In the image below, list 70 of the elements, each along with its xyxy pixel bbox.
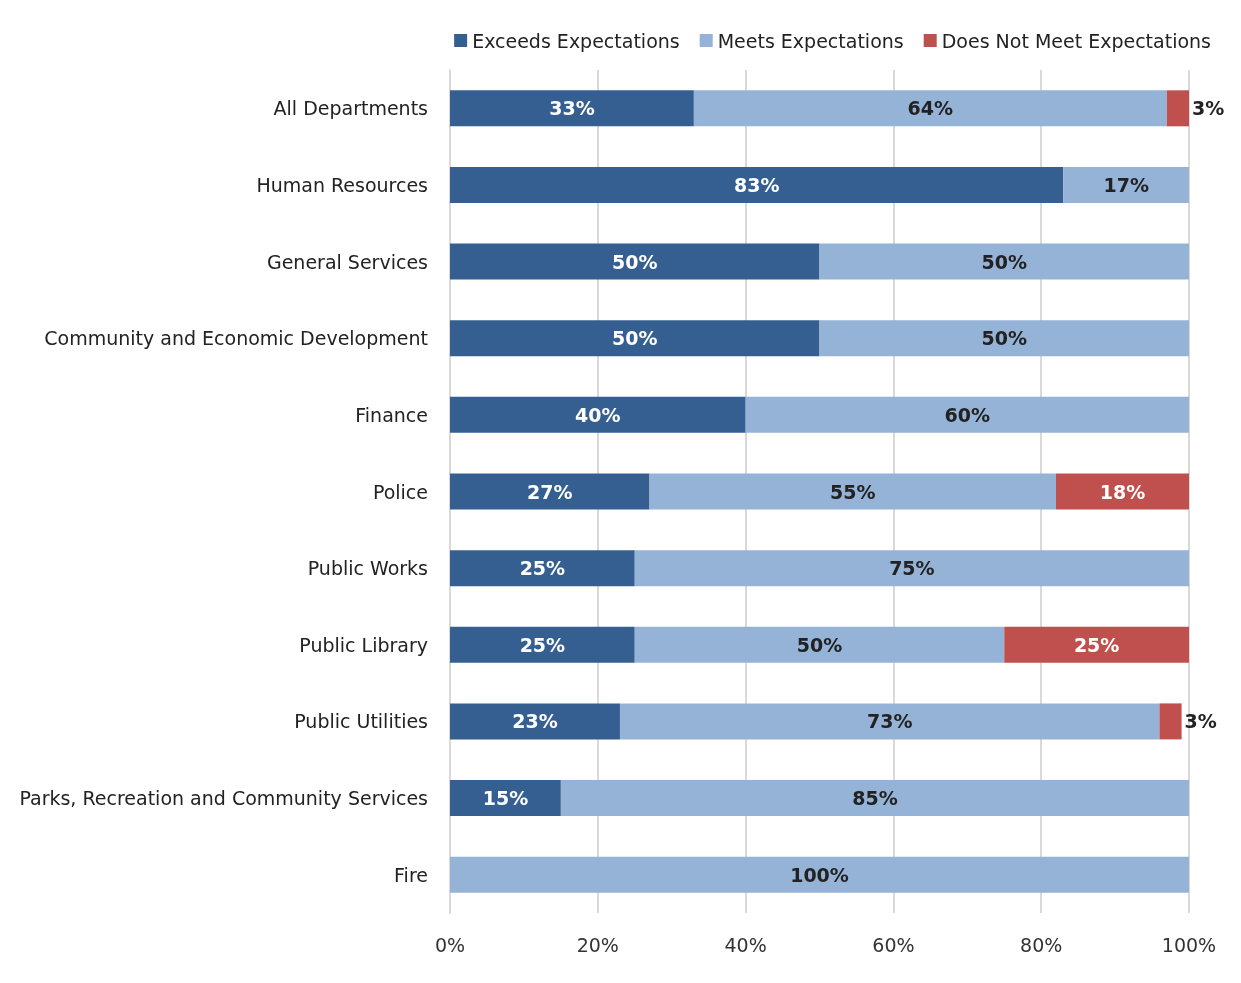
bar	[450, 396, 746, 433]
bar	[1166, 90, 1189, 127]
data-label: 27%	[527, 480, 573, 503]
bar	[450, 626, 635, 663]
data-label: 25%	[519, 633, 566, 656]
bar	[450, 550, 635, 587]
data-label: 23%	[512, 710, 558, 733]
data-label: 18%	[1099, 480, 1146, 503]
bar	[693, 90, 1167, 127]
y-tick-label: Public Library	[299, 633, 428, 656]
data-label: 3%	[1184, 710, 1217, 733]
y-tick-label: All Departments	[273, 97, 428, 120]
data-label: 50%	[981, 327, 1027, 350]
y-tick-label: Police	[372, 480, 428, 503]
x-tick-label: 40%	[724, 933, 767, 956]
bar	[745, 396, 1189, 433]
y-tick-label: Parks, Recreation and Community Services	[19, 787, 428, 810]
bar	[450, 166, 1064, 203]
bar	[1004, 626, 1189, 663]
bar	[450, 90, 694, 127]
data-label: 25%	[519, 557, 566, 580]
x-tick-label: 60%	[872, 933, 915, 956]
y-tick-label: Finance	[355, 403, 428, 426]
y-tick-label: Community and Economic Development	[44, 327, 428, 350]
data-label: 85%	[852, 787, 898, 810]
bar	[450, 856, 1189, 893]
bar	[1055, 473, 1189, 510]
bar	[634, 550, 1189, 587]
data-label: 55%	[830, 480, 876, 503]
x-tick-label: 0%	[434, 933, 466, 956]
data-label: 60%	[944, 403, 991, 426]
x-tick-label: 80%	[1020, 933, 1063, 956]
y-tick-label: General Services	[266, 250, 428, 273]
bar	[649, 473, 1056, 510]
legend-label: Meets Expectations	[717, 29, 904, 52]
data-label: 64%	[907, 97, 954, 120]
bar	[1063, 166, 1189, 203]
data-label: 50%	[981, 250, 1027, 273]
data-label: 50%	[612, 327, 658, 350]
y-tick-label: Fire	[394, 863, 428, 886]
data-label: 83%	[733, 173, 780, 196]
x-tick-label: 20%	[576, 933, 619, 956]
data-label: 15%	[482, 787, 529, 810]
y-tick-label: Public Works	[307, 557, 428, 580]
bar	[450, 780, 561, 817]
data-label: 73%	[866, 710, 913, 733]
data-label: 100%	[790, 863, 849, 886]
bar	[819, 320, 1189, 357]
bar	[560, 780, 1189, 817]
bar	[450, 473, 650, 510]
data-label: 17%	[1103, 173, 1149, 196]
y-tick-label: Public Utilities	[294, 710, 428, 733]
bar	[450, 703, 620, 740]
legend-label: Exceeds Expectations	[472, 29, 680, 52]
data-label: 75%	[889, 557, 935, 580]
bar	[819, 243, 1189, 280]
bar	[619, 703, 1160, 740]
data-label: 3%	[1192, 97, 1225, 120]
bar	[450, 320, 820, 357]
data-label: 40%	[575, 403, 621, 426]
data-label: 50%	[612, 250, 658, 273]
data-label: 25%	[1073, 633, 1120, 656]
data-label: 33%	[549, 97, 595, 120]
y-tick-label: Human Resources	[256, 173, 428, 196]
x-tick-label: 100%	[1161, 933, 1217, 956]
data-label: 50%	[796, 633, 843, 656]
legend-label: Does Not Meet Expectations	[941, 29, 1212, 52]
bar	[1159, 703, 1182, 740]
bar	[634, 626, 1005, 663]
bar	[450, 243, 820, 280]
